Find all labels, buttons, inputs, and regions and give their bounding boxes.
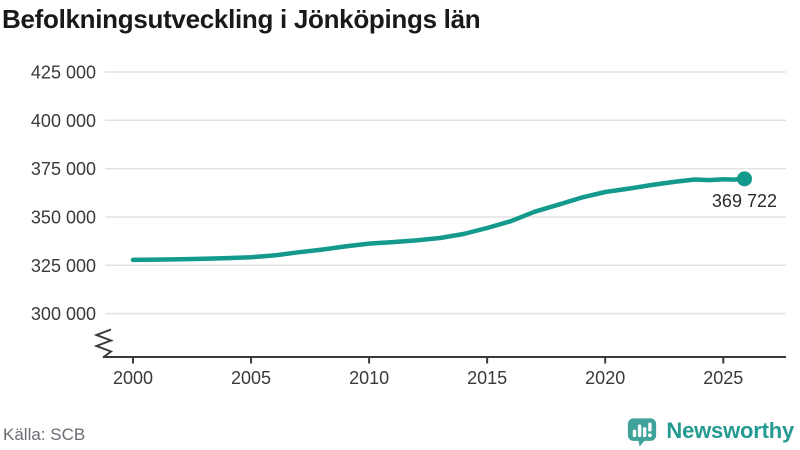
y-axis-tick-label: 375 000 [31, 159, 96, 179]
y-axis-tick-label: 325 000 [31, 256, 96, 276]
x-axis-tick-label: 2005 [231, 368, 271, 388]
last-point-marker [736, 171, 752, 187]
y-axis-tick-label: 425 000 [31, 62, 96, 82]
x-axis-tick-label: 2000 [113, 368, 153, 388]
population-line [130, 176, 747, 263]
x-axis-tick-label: 2010 [349, 368, 389, 388]
zigzag-axis-break-icon [93, 328, 114, 359]
y-axis-tick-label: 350 000 [31, 207, 96, 227]
last-value-label: 369 722 [712, 191, 777, 211]
source-note: Källa: SCB [3, 425, 86, 444]
speech-bubble-bar-chart-icon [628, 417, 657, 447]
x-axis-tick-label: 2025 [703, 368, 743, 388]
x-axis-tick-label: 2020 [585, 368, 625, 388]
brand-logo: Newsworthy [626, 414, 794, 448]
brand-name: Newsworthy [666, 418, 794, 443]
y-axis-tick-label: 400 000 [31, 111, 96, 131]
x-axis-tick-label: 2015 [467, 368, 507, 388]
chart-title: Befolkningsutveckling i Jönköpings län [2, 4, 481, 34]
y-axis-tick-label: 300 000 [31, 304, 96, 324]
